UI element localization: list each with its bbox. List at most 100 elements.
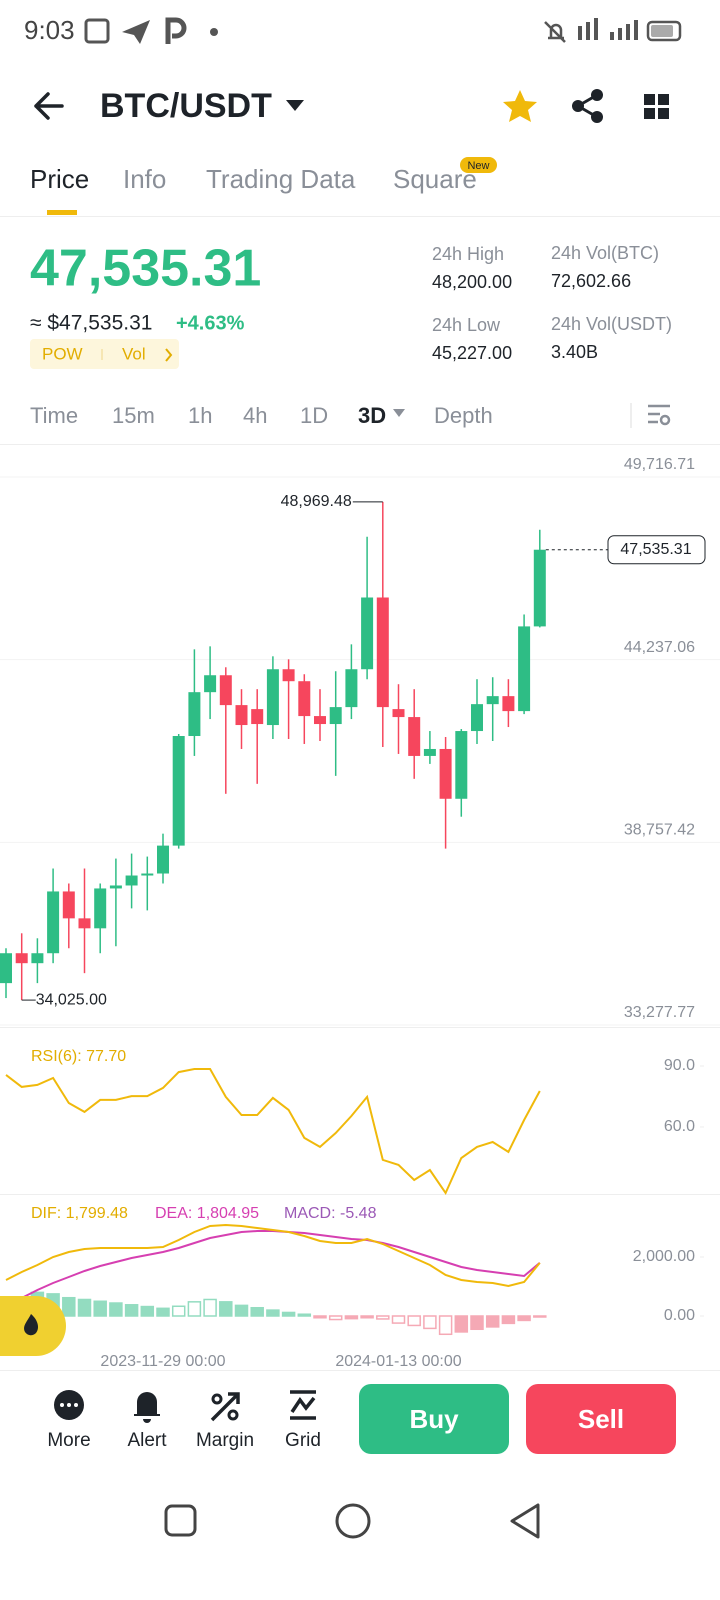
interval[interactable]: Depth [434, 403, 493, 428]
min-label: 34,025.00 [36, 991, 107, 1008]
stat-label: 24h Vol(USDT) [551, 314, 672, 334]
stat-label: 24h Vol(BTC) [551, 243, 659, 263]
margin-icon[interactable] [210, 1392, 240, 1422]
interval[interactable]: 1h [188, 403, 212, 428]
candle-body [251, 709, 264, 725]
action-label[interactable]: Margin [196, 1430, 254, 1451]
interval[interactable]: Time [30, 403, 78, 428]
candle-body [94, 888, 107, 929]
candle-body [204, 675, 217, 693]
usd-price: ≈ $47,535.31 [30, 312, 152, 335]
tab[interactable]: Info [123, 164, 166, 194]
alert-icon[interactable] [134, 1392, 160, 1423]
macd-bar [391, 1315, 406, 1324]
new-badge-text: New [467, 160, 489, 172]
candle-body [376, 597, 389, 708]
candle-body [62, 891, 75, 919]
action-label[interactable]: Grid [285, 1430, 321, 1451]
macd-bar [501, 1315, 516, 1325]
signal-icon [578, 18, 638, 40]
candle-body [0, 953, 12, 984]
macd-bar [156, 1307, 170, 1317]
interval[interactable]: 4h [243, 403, 267, 428]
candle-body [172, 736, 185, 846]
y-tick-label: 49,716.71 [624, 456, 695, 473]
favorite-star[interactable] [503, 90, 537, 122]
grid-icon[interactable] [290, 1390, 316, 1420]
stat-value: 72,602.66 [551, 271, 631, 291]
nav-recent[interactable] [164, 1504, 197, 1537]
candle-body [518, 626, 531, 712]
battery-icon [646, 20, 682, 42]
action-label[interactable]: Alert [127, 1430, 167, 1451]
y-tick-label: 90.0 [664, 1057, 695, 1074]
macd-bar [454, 1315, 469, 1333]
candle-body [423, 748, 436, 756]
macd-bar [62, 1296, 76, 1317]
plot: 49,716.71 44,237.06 38,757.42 33,277.77 48,9… [0, 456, 720, 1370]
buy-label[interactable]: Buy [409, 1404, 459, 1434]
max-label: 48,969.48 [281, 493, 352, 510]
macd-bar [187, 1301, 202, 1317]
tag[interactable]: POW [42, 344, 83, 363]
tag-box[interactable] [30, 339, 179, 369]
candle-body [47, 891, 60, 954]
nav-back[interactable] [510, 1503, 540, 1539]
last-price-box [607, 535, 706, 565]
macd-bar [109, 1302, 123, 1317]
stat-label: 24h High [432, 244, 504, 264]
sell-label[interactable]: Sell [578, 1404, 624, 1434]
sell-button[interactable] [526, 1384, 676, 1454]
candle-body [157, 845, 169, 874]
chart-settings[interactable] [648, 404, 671, 426]
symbol-dropdown[interactable] [286, 100, 304, 111]
mute-icon [544, 21, 566, 43]
macd-bar [423, 1315, 437, 1330]
candle-body [502, 696, 515, 712]
candle-body [439, 748, 452, 799]
tag[interactable]: Vol [122, 344, 146, 363]
fire-icon [24, 1314, 39, 1336]
interval[interactable]: 15m [112, 403, 155, 428]
status-icon [84, 18, 110, 44]
rsi-legend: RSI(6): 77.70 [31, 1048, 126, 1065]
buy-button[interactable] [359, 1384, 509, 1454]
macd-bar [93, 1300, 107, 1317]
status-icon [165, 17, 187, 44]
candle-body [408, 717, 421, 756]
candle-body [455, 731, 468, 799]
macd-legend: MACD: -5.48 [284, 1205, 377, 1222]
interval[interactable]: 3D [358, 403, 386, 428]
candle-body [486, 696, 499, 705]
tab[interactable]: Price [30, 164, 89, 194]
action-label[interactable]: More [47, 1430, 90, 1451]
macd-bar [219, 1301, 233, 1317]
stat-label: 24h Low [432, 315, 501, 335]
interval-dropdown[interactable] [393, 409, 405, 417]
last-price: 47,535.31 [30, 240, 261, 298]
macd-legend: DIF: 1,799.48 [31, 1205, 128, 1222]
macd-bar [124, 1304, 139, 1317]
symbol[interactable]: BTC/USDT [100, 87, 272, 125]
share-button[interactable] [572, 89, 603, 123]
candle-body [392, 709, 405, 718]
change: +4.63% [176, 312, 245, 334]
y-tick-label: 38,757.42 [624, 822, 695, 839]
tab[interactable]: Trading Data [206, 164, 356, 194]
candle-body [188, 692, 201, 737]
macd-bar [328, 1315, 343, 1321]
more-icon[interactable] [54, 1390, 84, 1420]
nav-home[interactable] [335, 1503, 371, 1539]
layout-button[interactable] [644, 94, 669, 119]
macd-bar [203, 1298, 217, 1317]
back-button[interactable] [34, 92, 64, 120]
interval[interactable]: 1D [300, 403, 328, 428]
margin-icon [211, 1393, 223, 1405]
stat-value: 48,200.00 [432, 272, 512, 292]
candle-body [314, 716, 326, 725]
macd-bar [250, 1306, 264, 1317]
candle-body [125, 875, 138, 886]
y-tick-label: 0.00 [664, 1307, 695, 1324]
margin-icon [227, 1409, 239, 1421]
